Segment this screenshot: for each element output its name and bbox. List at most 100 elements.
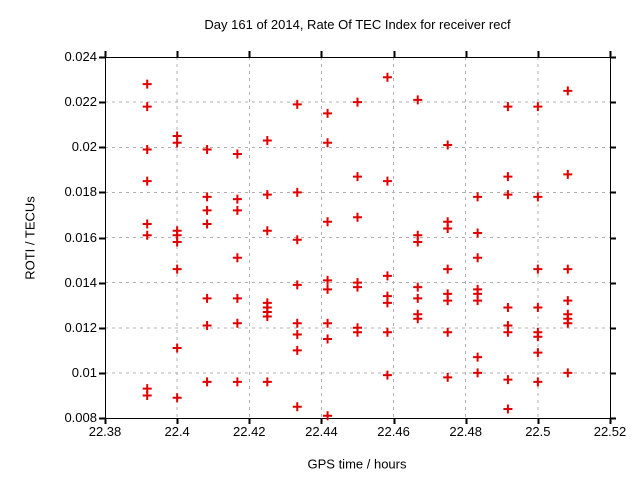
x-axis-label: GPS time / hours	[307, 456, 407, 472]
data-point	[503, 190, 513, 200]
data-point	[353, 327, 362, 337]
data-point	[503, 375, 513, 385]
data-point	[202, 145, 212, 155]
data-point	[413, 237, 423, 247]
y-tick-label: 0.008	[64, 410, 97, 425]
data-point	[232, 149, 242, 159]
data-point	[563, 169, 573, 179]
data-point	[323, 334, 333, 344]
data-point	[533, 348, 543, 358]
data-point	[443, 372, 453, 382]
data-point	[202, 293, 212, 303]
data-point	[413, 95, 423, 105]
data-point	[323, 217, 333, 227]
data-point	[503, 302, 513, 312]
data-point	[382, 327, 392, 337]
data-point	[473, 352, 483, 362]
data-point	[533, 302, 543, 312]
data-point	[323, 138, 333, 148]
data-point	[473, 192, 483, 202]
data-point	[292, 99, 302, 109]
y-tick-label: 0.02	[71, 139, 97, 155]
data-point	[503, 102, 513, 112]
data-point	[563, 296, 573, 306]
x-tick-label: 22.38	[88, 424, 122, 439]
data-point	[262, 190, 272, 200]
data-point	[473, 228, 483, 238]
data-point	[202, 205, 212, 215]
y-tick-label: 0.016	[64, 229, 97, 245]
data-point	[413, 293, 423, 303]
plot-border	[105, 57, 611, 419]
data-point	[443, 327, 453, 337]
data-point	[533, 264, 543, 274]
chart-title: Day 161 of 2014, Rate Of TEC Index for r…	[204, 17, 511, 32]
data-point	[473, 296, 483, 306]
data-point	[533, 192, 543, 202]
data-point	[353, 282, 362, 292]
data-point	[142, 176, 152, 186]
y-tick-label: 0.012	[64, 319, 97, 335]
data-point	[382, 370, 392, 380]
data-point	[292, 318, 302, 328]
x-tick-label: 22.46	[377, 424, 410, 439]
data-point	[142, 145, 152, 155]
y-tick-label: 0.018	[64, 184, 97, 200]
data-point	[262, 135, 272, 145]
data-point	[292, 280, 302, 290]
axis-ticks	[99, 51, 616, 424]
data-point	[353, 97, 362, 107]
data-point	[172, 138, 182, 148]
data-point	[563, 264, 573, 274]
x-tick-label: 22.4	[164, 424, 190, 439]
x-tick-label: 22.44	[305, 424, 338, 439]
data-point	[202, 320, 212, 330]
x-tick-label: 22.48	[449, 424, 482, 439]
data-point	[382, 298, 392, 308]
data-point	[323, 411, 333, 421]
data-point	[142, 390, 152, 400]
data-point	[563, 86, 573, 96]
data-point	[232, 377, 242, 387]
data-point	[533, 102, 543, 112]
data-point	[172, 264, 182, 274]
data-point	[142, 230, 152, 240]
data-point	[533, 377, 543, 387]
data-point	[232, 253, 242, 263]
data-point	[323, 284, 333, 294]
y-tick-label: 0.01	[71, 364, 97, 380]
data-point	[563, 368, 573, 378]
data-point	[232, 205, 242, 215]
data-point	[292, 402, 302, 412]
data-point	[172, 237, 182, 247]
data-point	[473, 368, 483, 378]
data-point	[323, 108, 333, 118]
data-point	[443, 140, 453, 150]
data-point	[172, 343, 182, 353]
data-point	[413, 314, 423, 324]
data-point	[292, 330, 302, 340]
y-tick-label: 0.014	[64, 274, 97, 290]
data-point	[382, 72, 392, 82]
data-point	[262, 377, 272, 387]
data-point	[292, 345, 302, 355]
data-point	[533, 332, 543, 342]
data-point	[353, 172, 362, 182]
data-point	[142, 102, 152, 112]
data-point	[563, 318, 573, 328]
x-tick-label: 22.5	[525, 424, 551, 439]
data-point	[382, 271, 392, 281]
data-point	[202, 219, 212, 229]
data-point	[292, 235, 302, 245]
x-tick-label: 22.42	[233, 424, 266, 439]
data-point	[443, 223, 453, 233]
data-point	[142, 79, 152, 89]
data-point	[503, 172, 513, 182]
data-point	[323, 318, 333, 328]
data-point	[413, 282, 423, 292]
data-point	[323, 275, 333, 285]
data-point	[503, 404, 513, 414]
x-tick-label: 22.52	[593, 424, 627, 439]
